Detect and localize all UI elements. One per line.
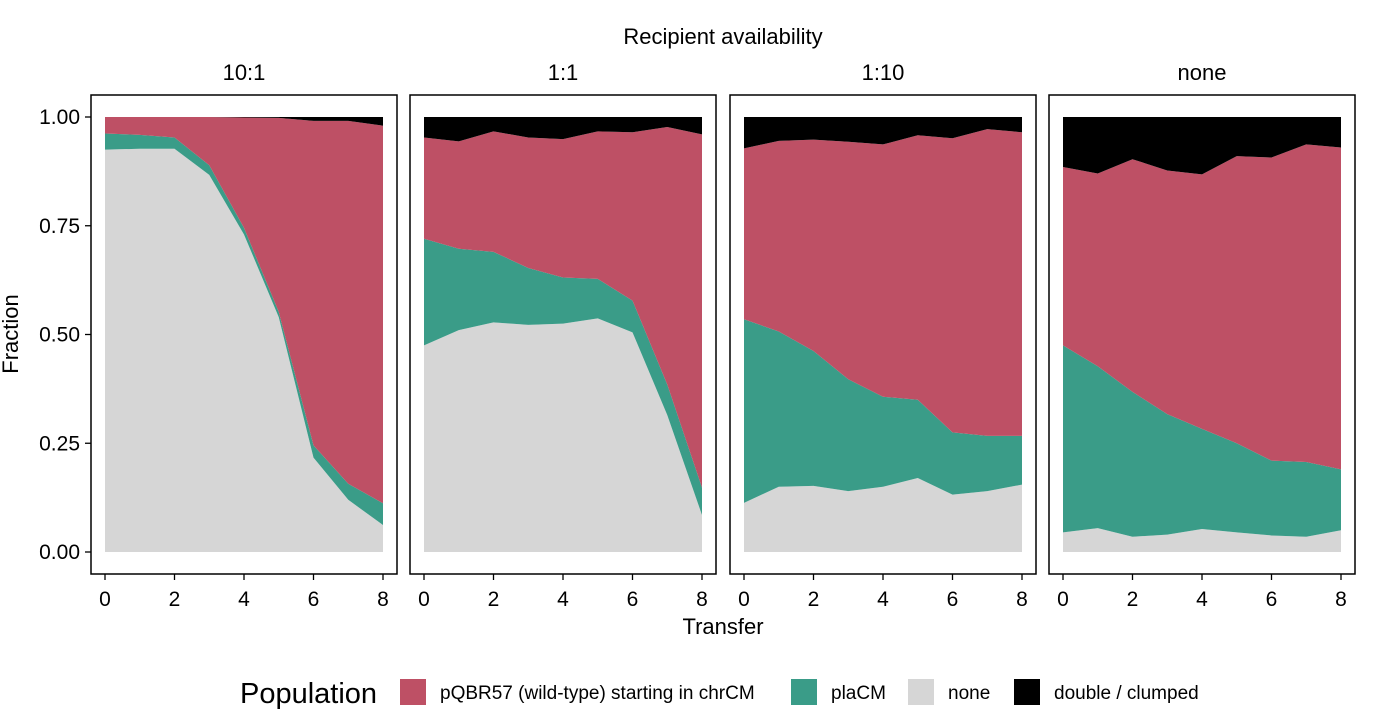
legend-label: pQBR57 (wild-type) starting in chrCM [440,683,755,704]
legend: Population pQBR57 (wild-type) starting i… [240,678,1199,710]
legend-item-none: none [908,679,990,705]
x-tick-label: 4 [557,588,569,611]
x-tick-label: 2 [1127,588,1139,611]
x-tick-label: 6 [947,588,959,611]
x-tick-label: 6 [627,588,639,611]
y-axis-label: Fraction [0,294,23,373]
area-double-clumped [424,117,702,142]
area-placm [1063,345,1341,537]
x-tick-label: 4 [877,588,889,611]
y-tick-label: 1.00 [39,106,80,129]
facet-strip-label: none [1178,60,1227,85]
facet-strip-label: 1:1 [548,60,579,85]
legend-title: Population [240,678,377,710]
area-double-clumped [1063,117,1341,175]
area-none [424,318,702,552]
area-double-clumped [744,117,1022,149]
x-tick-label: 4 [1196,588,1208,611]
y-tick-label: 0.50 [39,324,80,347]
x-tick-label: 6 [1266,588,1278,611]
x-axis-label: Transfer [682,614,763,639]
legend-swatch [400,679,426,705]
facet-panel-1-1: 1:1 0 2 4 6 8 [409,60,717,611]
x-tick-label: 8 [1016,588,1028,611]
x-tick-label: 2 [488,588,500,611]
x-tick-label: 8 [377,588,389,611]
area-pqbr57-wild-type-starting-in-chrcm [744,129,1022,436]
area-placm [744,319,1022,503]
legend-label: double / clumped [1054,683,1199,704]
facet-strip-label: 1:10 [862,60,905,85]
area-pqbr57-wild-type-starting-in-chrcm [105,117,383,504]
y-tick-label: 0.25 [39,432,80,455]
area-pqbr57-wild-type-starting-in-chrcm [1063,144,1341,470]
facet-strip-label: 10:1 [223,60,266,85]
area-pqbr57-wild-type-starting-in-chrcm [424,127,702,488]
area-none [744,478,1022,552]
facet-panel-1-10: 1:10 0 2 4 6 8 [729,60,1037,611]
x-tick-label: 4 [238,588,250,611]
y-axis: 0.00 0.25 0.50 0.75 1.00 [39,106,91,564]
x-tick-label: 0 [738,588,750,611]
facet-panel-10-1: 10:1 0 2 4 6 8 [90,60,398,611]
area-double-clumped [105,117,383,126]
x-tick-label: 8 [696,588,708,611]
area-placm [424,238,702,516]
x-tick-label: 2 [169,588,181,611]
legend-item-pqbr57-wild-type-starting-in-chrcm: pQBR57 (wild-type) starting in chrCM [400,679,755,705]
x-tick-label: 0 [1057,588,1069,611]
legend-swatch [1014,679,1040,705]
x-tick-label: 6 [308,588,320,611]
chart-title: Recipient availability [623,24,822,49]
legend-swatch [791,679,817,705]
legend-label: none [948,683,990,704]
x-tick-label: 0 [418,588,430,611]
legend-item-double-clumped: double / clumped [1014,679,1199,705]
legend-item-placm: plaCM [791,679,886,705]
y-tick-label: 0.00 [39,541,80,564]
x-tick-label: 8 [1335,588,1347,611]
x-tick-label: 2 [808,588,820,611]
facet-panel-none: none 0 2 4 6 8 [1048,60,1356,611]
area-none [1063,528,1341,552]
x-tick-label: 0 [99,588,111,611]
area-none [105,148,383,552]
legend-label: plaCM [831,683,886,704]
legend-swatch [908,679,934,705]
y-tick-label: 0.75 [39,215,80,238]
